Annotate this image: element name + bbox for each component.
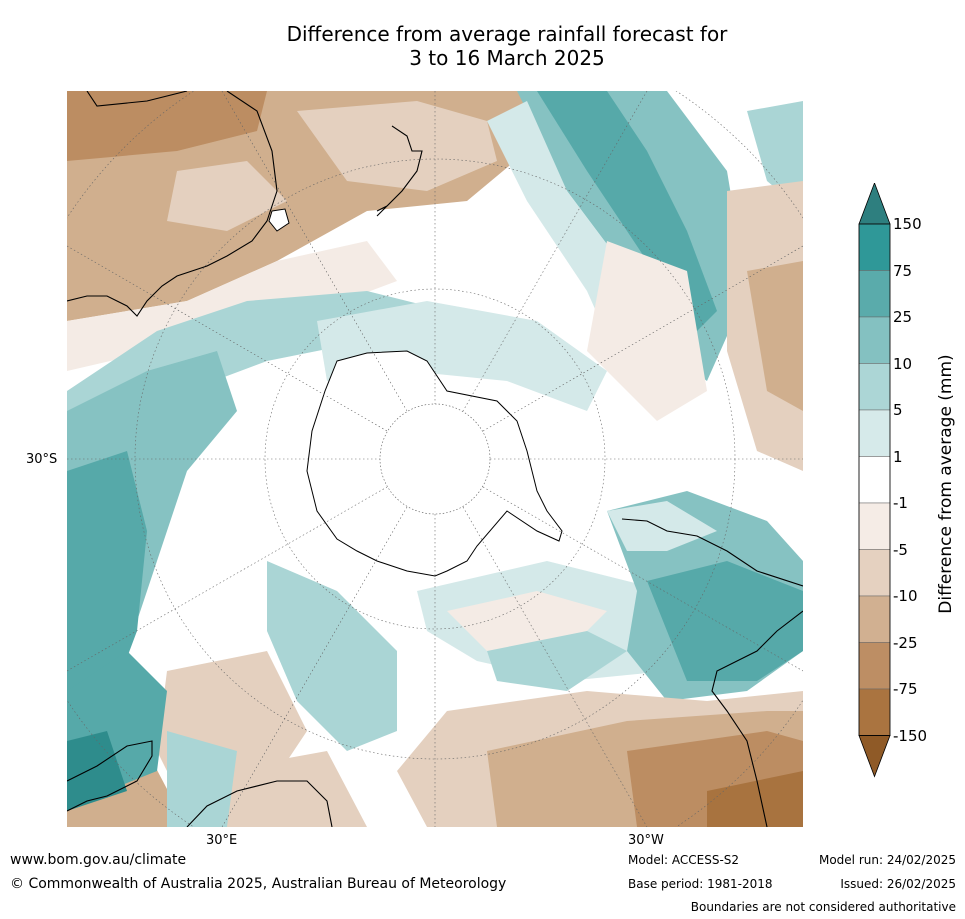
longitude-label-east: 30°E	[206, 833, 238, 848]
colorbar-tick-label: 10	[893, 354, 913, 373]
colorbar-tick-label: -10	[893, 587, 918, 605]
colorbar-extend-bottom	[858, 735, 891, 778]
colorbar-segment	[858, 502, 891, 550]
footer-copyright: © Commonwealth of Australia 2025, Austra…	[10, 876, 507, 892]
wet-anomaly-indian-ocean	[67, 651, 237, 827]
colorbar-segment	[858, 595, 891, 643]
colorbar-tick-label: 75	[893, 261, 913, 280]
colorbar-segment	[858, 223, 891, 271]
colorbar-segment	[858, 549, 891, 597]
colorbar-outline	[858, 223, 891, 736]
wet-anomaly-southern-ocean	[67, 291, 607, 731]
colorbar-tick-label: 25	[893, 308, 913, 326]
footer-url: www.bom.gov.au/climate	[10, 852, 187, 868]
tasmania-coastline	[268, 208, 290, 232]
colorbar-segment	[858, 688, 891, 736]
colorbar-segment	[858, 316, 891, 364]
australia-coastline	[67, 91, 278, 317]
title-line-1: Difference from average rainfall forecas…	[286, 22, 728, 46]
colorbar-tick-label: -75	[893, 680, 918, 698]
footer-model: Model: ACCESS-S2	[628, 853, 740, 867]
pole-circle	[379, 403, 491, 515]
longitude-label-west: 30°W	[628, 833, 664, 848]
title-line-2: 3 to 16 March 2025	[409, 46, 605, 70]
colorbar-segment	[858, 363, 891, 411]
colorbar-label: Difference from average (mm)	[936, 354, 956, 614]
colorbar-segment	[858, 270, 891, 318]
latitude-label: 30°S	[26, 452, 58, 467]
footer-disclaimer: Boundaries are not considered authoritat…	[690, 900, 956, 914]
rainfall-map	[67, 91, 803, 827]
wet-anomaly-south-america	[607, 491, 803, 701]
footer-model-run: Model run: 24/02/2025	[818, 853, 956, 867]
colorbar-segment	[858, 409, 891, 457]
new-zealand-coastline	[376, 125, 423, 217]
footer-base-period: Base period: 1981-2018	[628, 877, 773, 891]
colorbar-tick-label: 5	[893, 401, 903, 419]
colorbar-tick-label: 150	[893, 215, 922, 233]
dry-anomaly-east-pacific	[587, 181, 803, 471]
colorbar	[858, 183, 891, 778]
colorbar-tick-label: -150	[893, 726, 928, 745]
dry-anomaly-south-america-africa	[67, 651, 803, 827]
dry-anomaly-australia	[67, 91, 537, 371]
colorbar-segment	[858, 642, 891, 690]
graticule	[67, 91, 803, 827]
colorbar-tick-label: 1	[893, 447, 903, 466]
africa-coastline	[67, 740, 333, 827]
chart-title: Difference from average rainfall forecas…	[67, 22, 947, 70]
colorbar-segment	[858, 456, 891, 504]
colorbar-tick-label: -5	[893, 540, 908, 559]
south-america-coastline	[621, 518, 803, 827]
footer-issued: Issued: 26/02/2025	[840, 877, 956, 891]
colorbar-extend-top	[858, 183, 891, 225]
colorbar-tick-label: -1	[893, 494, 908, 512]
colorbar-tick-label: -25	[893, 633, 918, 652]
